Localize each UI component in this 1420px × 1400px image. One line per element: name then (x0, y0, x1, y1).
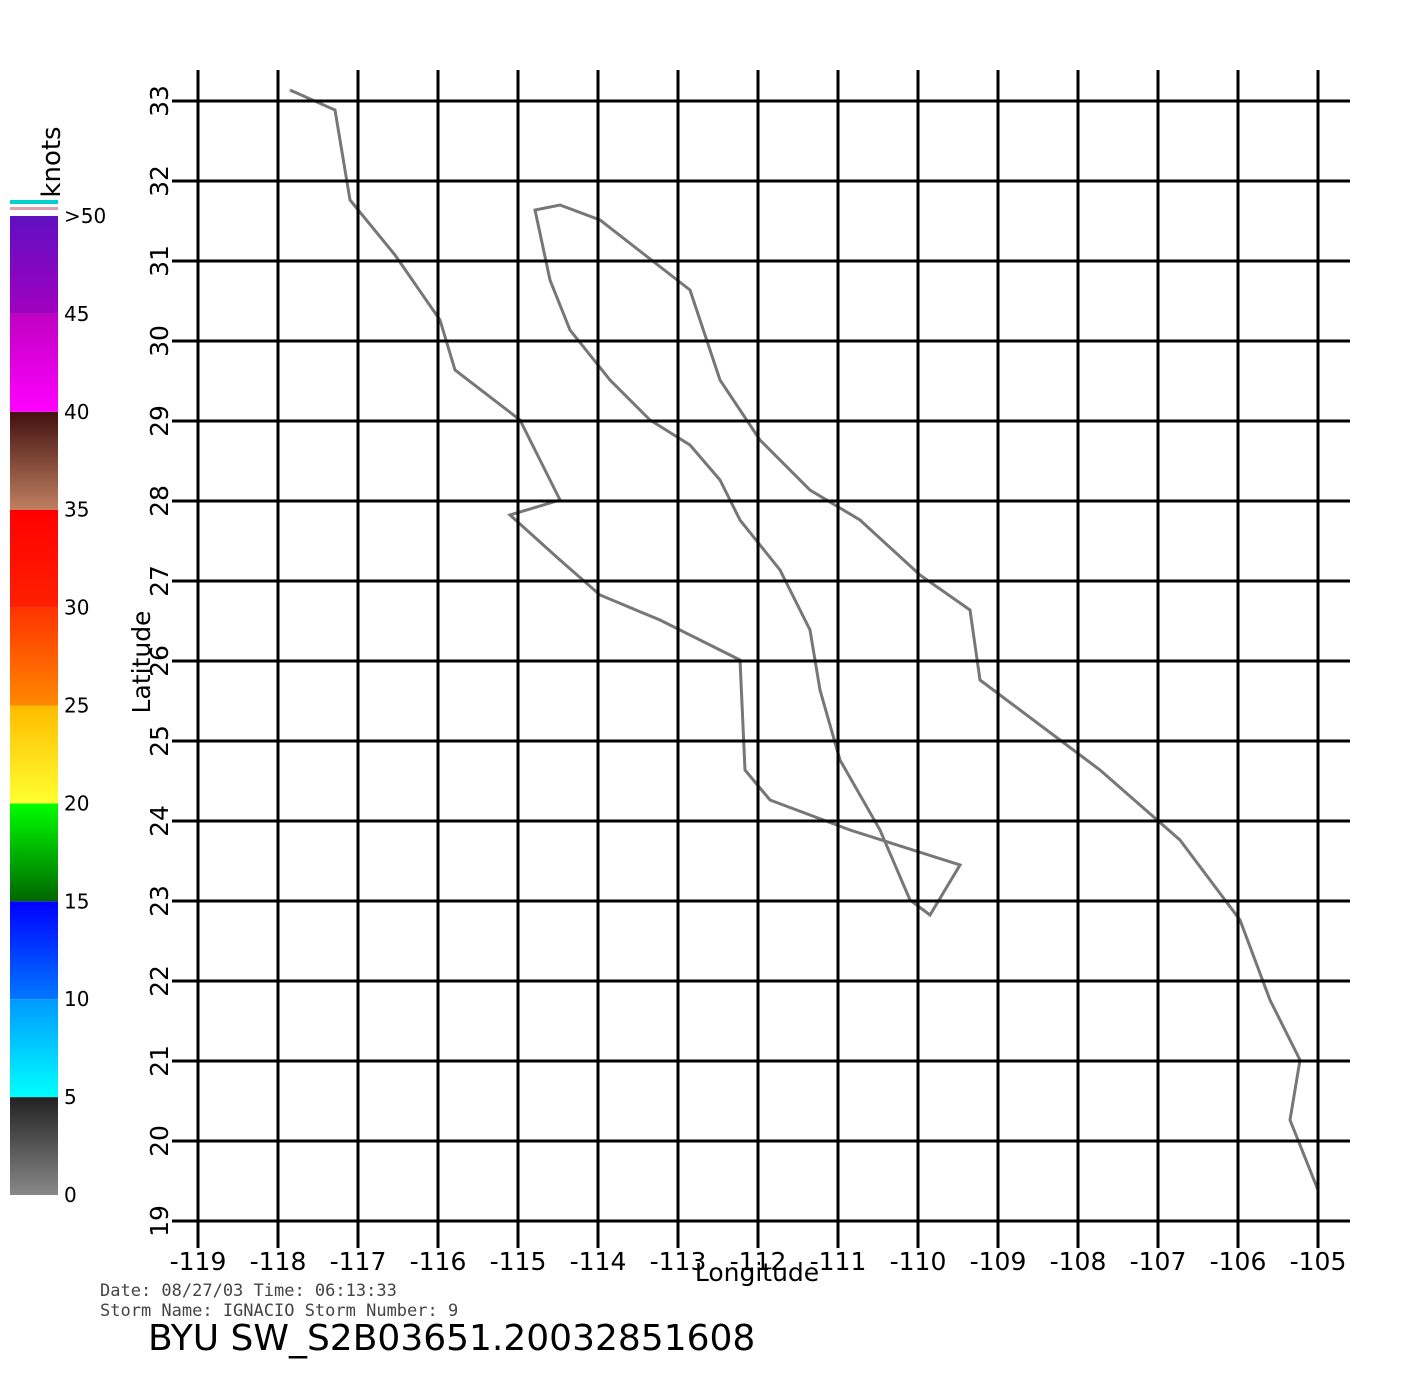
colorbar-band (10, 509, 58, 608)
y-tick-label: 19 (145, 1205, 174, 1237)
x-tick-label: -117 (330, 1247, 387, 1276)
colorbar-band (10, 313, 58, 412)
colorbar-cap (10, 207, 58, 210)
colorbar-tick-label: 10 (64, 987, 89, 1011)
coastline (289, 88, 1320, 1191)
colorbar-tick-label: 5 (64, 1085, 77, 1109)
y-tick-label: 23 (145, 885, 174, 917)
x-tick-label: -110 (890, 1247, 947, 1276)
x-tick-label: -115 (490, 1247, 547, 1276)
colorbar-band (10, 411, 58, 510)
y-tick-label: 32 (145, 165, 174, 197)
x-tick-label: -118 (250, 1247, 307, 1276)
footer-line: Date: 08/27/03 Time: 06:13:33 (100, 1281, 397, 1301)
colorbar-tick-label: 35 (64, 498, 89, 522)
colorbar-band (10, 705, 58, 804)
colorbar-band (10, 607, 58, 706)
colorbar-tick-label: 45 (64, 302, 89, 326)
x-tick-label: -113 (650, 1247, 707, 1276)
y-tick-label: 24 (145, 805, 174, 837)
colorbar-band (10, 1097, 58, 1195)
x-axis-title: Longitude (695, 1258, 819, 1287)
y-tick-label: 28 (145, 485, 174, 517)
x-tick-label: -107 (1130, 1247, 1187, 1276)
x-tick-label: -106 (1210, 1247, 1267, 1276)
colorbar-tick-label: 20 (64, 791, 89, 815)
y-tick-label: 33 (145, 85, 174, 117)
colorbar-band (10, 803, 58, 902)
y-tick-label: 30 (145, 325, 174, 357)
x-tick-label: -114 (570, 1247, 627, 1276)
y-axis-title: Latitude (127, 611, 156, 714)
y-tick-label: 25 (145, 725, 174, 757)
y-tick-label: 31 (145, 245, 174, 277)
colorbar-tick-label: 25 (64, 694, 89, 718)
y-tick-label: 27 (145, 565, 174, 597)
colorbar-band (10, 999, 58, 1098)
colorbar-tick-label: 0 (64, 1183, 77, 1207)
product-name: BYU SW_S2B03651.20032851608 (148, 1318, 755, 1359)
y-tick-label: 20 (145, 1125, 174, 1157)
colorbar-tick-label: >50 (64, 204, 106, 228)
colorbar-tick-label: 30 (64, 596, 89, 620)
x-tick-label: -112 (730, 1247, 787, 1276)
x-tick-label: -111 (810, 1247, 867, 1276)
colorbar-cap (10, 200, 58, 204)
y-tick-label: 21 (145, 1045, 174, 1077)
x-tick-label: -116 (410, 1247, 467, 1276)
colorbar-title: knots (37, 126, 67, 197)
colorbar-tick-label: 15 (64, 889, 89, 913)
colorbar-band (10, 216, 58, 314)
x-tick-label: -109 (970, 1247, 1027, 1276)
y-tick-label: 26 (145, 645, 174, 677)
y-tick-label: 29 (145, 405, 174, 437)
colorbar-band (10, 901, 58, 1000)
x-tick-label: -119 (170, 1247, 227, 1276)
x-tick-label: -105 (1290, 1247, 1347, 1276)
y-tick-label: 22 (145, 965, 174, 997)
colorbar-tick-label: 40 (64, 400, 89, 424)
footer-line: Storm Name: IGNACIO Storm Number: 9 (100, 1301, 458, 1321)
x-tick-label: -108 (1050, 1247, 1107, 1276)
